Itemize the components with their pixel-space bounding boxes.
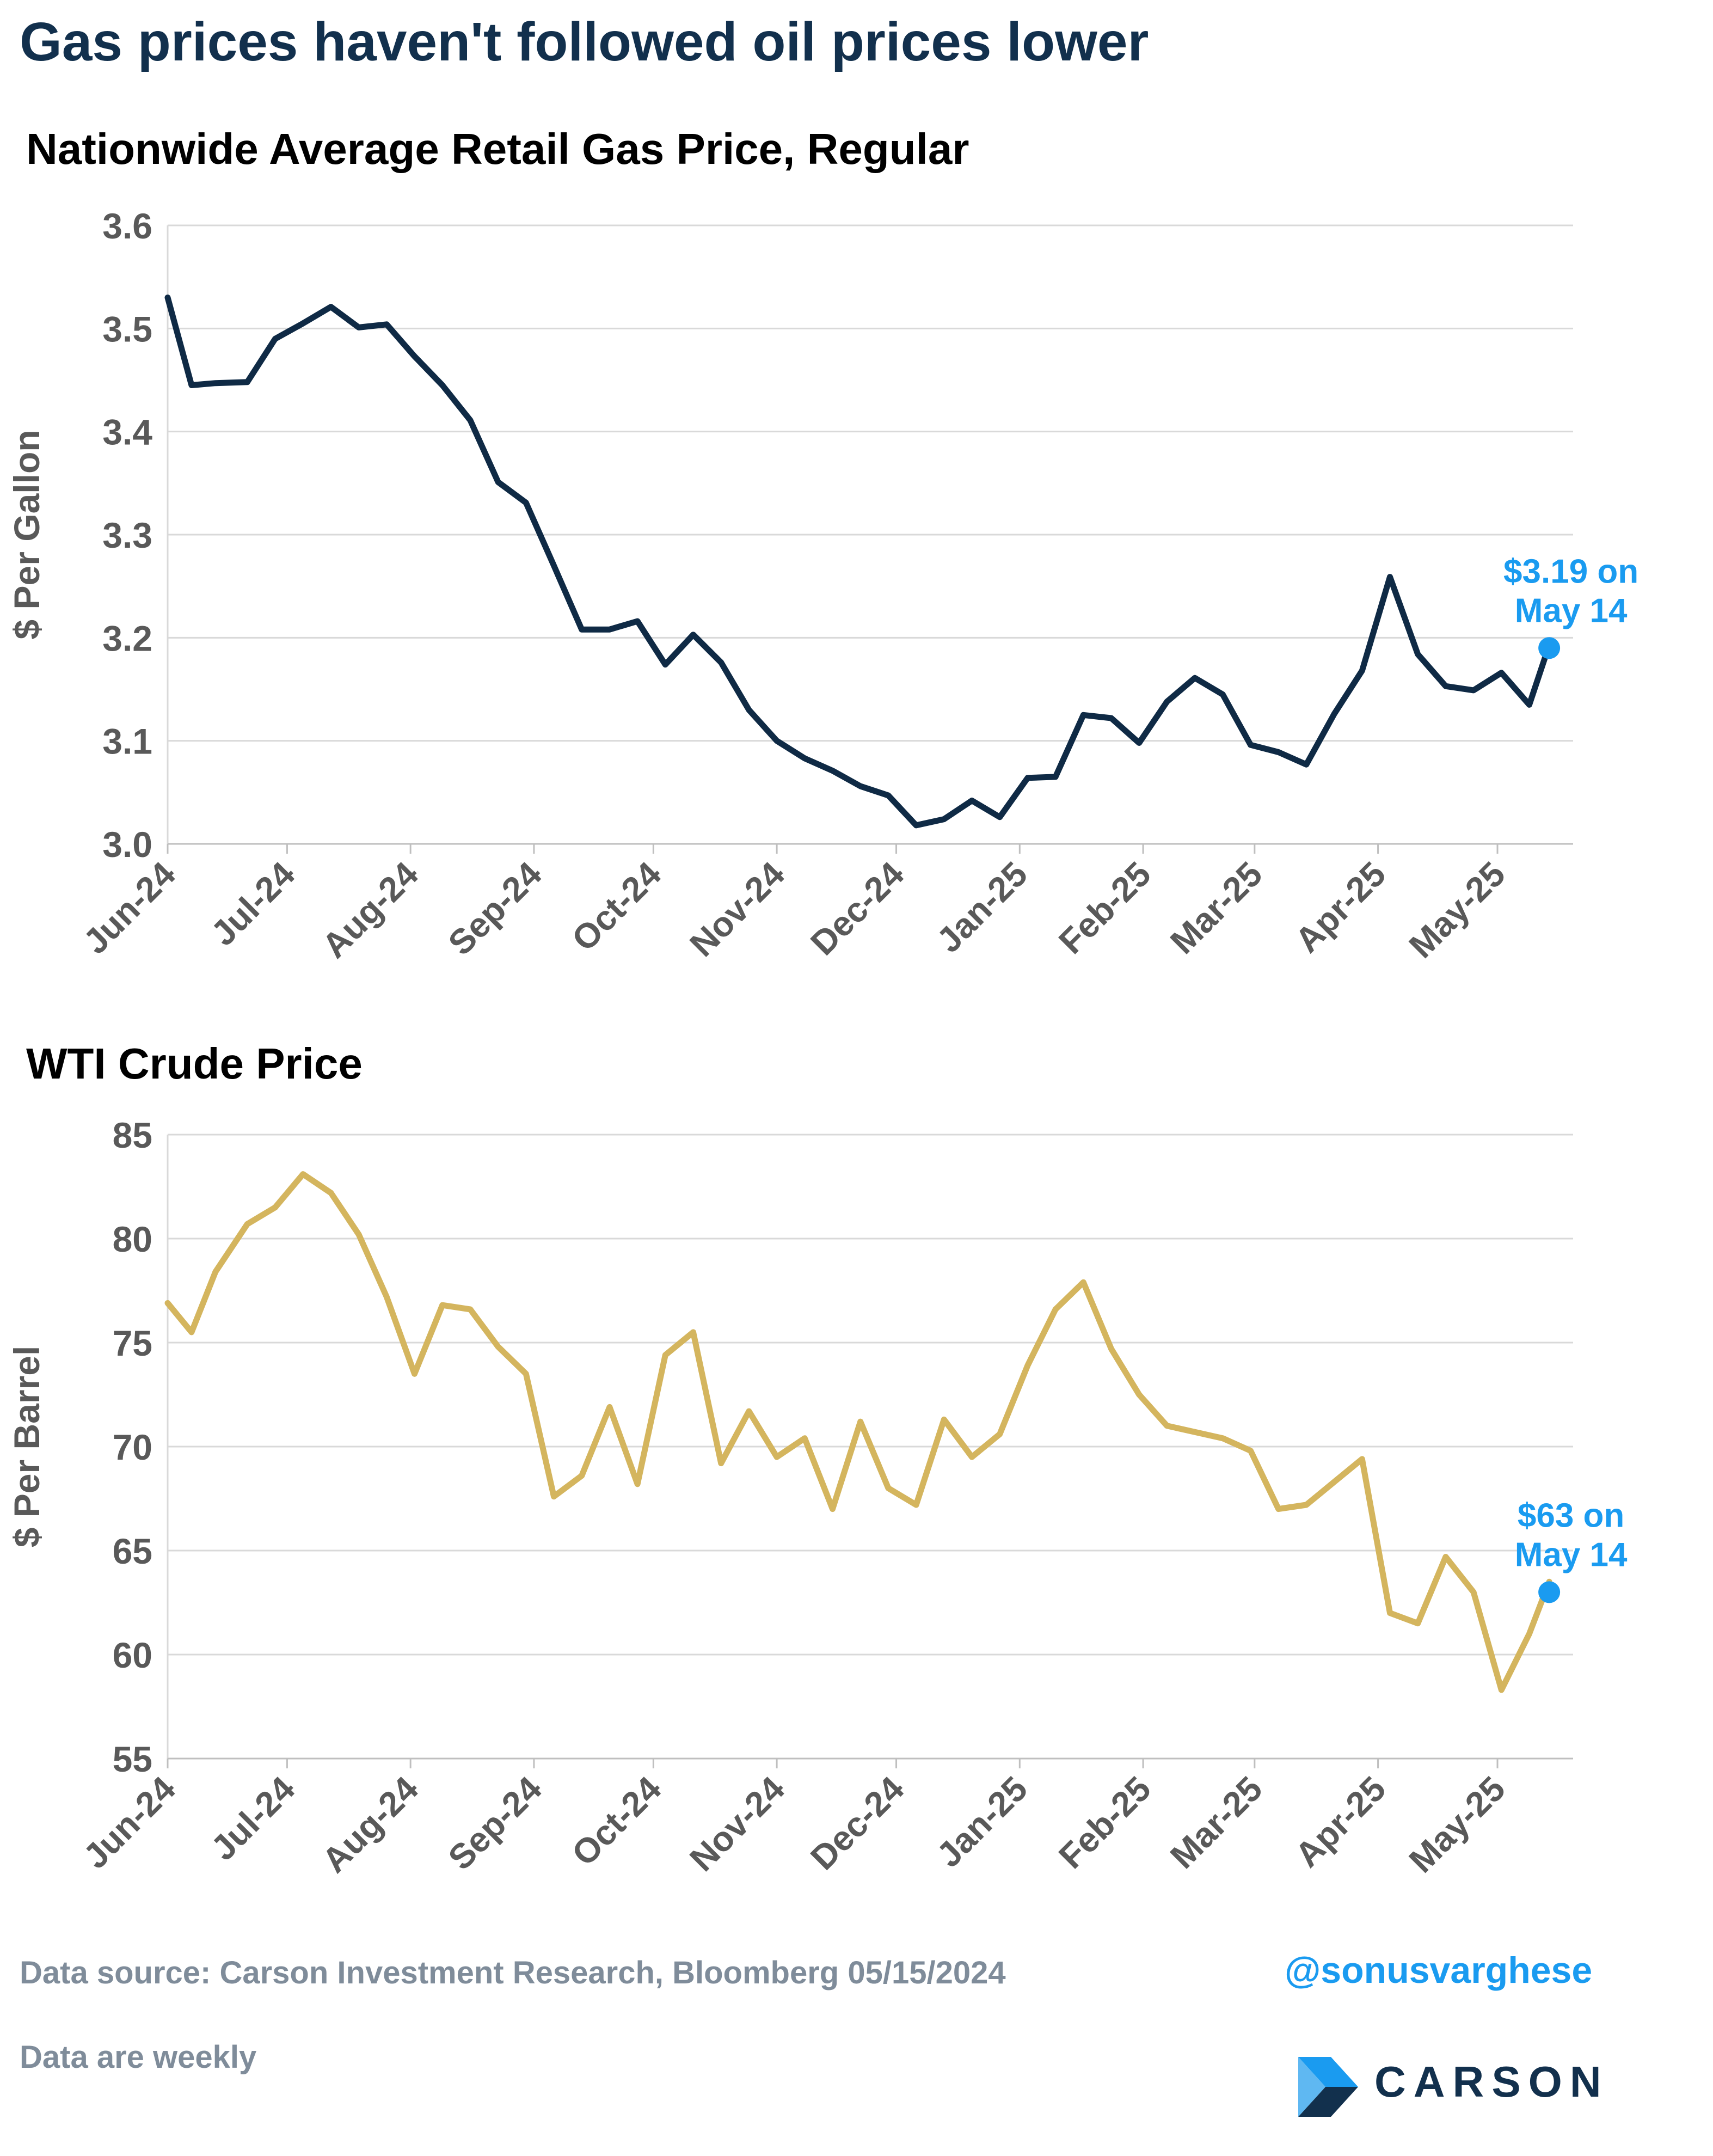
wti-x-tick-label: May-25 — [1402, 1769, 1513, 1880]
gas-x-tick-label: Jul-24 — [204, 854, 303, 953]
gas-series-line — [164, 295, 1552, 829]
wti-y-tick-label: 70 — [113, 1427, 152, 1467]
gas-y-tick-label: 3.2 — [102, 618, 152, 658]
wti-x-tick-label: Nov-24 — [682, 1769, 792, 1879]
gas-x-tick-label: Feb-25 — [1051, 854, 1158, 961]
wti-x-tick-label: Jun-24 — [76, 1769, 183, 1876]
gas-highlight-point — [1538, 637, 1561, 659]
wti-x-tick-label: Feb-25 — [1051, 1769, 1158, 1876]
author-handle[interactable]: @sonusvarghese — [1285, 1950, 1593, 1991]
wti-series-line — [164, 1171, 1552, 1693]
gas-y-axis-label: $ Per Gallon — [7, 430, 47, 639]
wti-y-tick-label: 65 — [113, 1531, 152, 1571]
frequency-note: Data are weekly — [20, 2039, 257, 2075]
gas-x-tick-label: Jan-25 — [929, 854, 1035, 960]
wti-highlight-point — [1538, 1581, 1561, 1603]
gas-x-tick-label: Jun-24 — [76, 854, 183, 961]
gas-x-tick-label: Dec-24 — [803, 854, 912, 963]
carson-logo: CARSON — [1293, 2046, 1601, 2128]
gas-annotation-line1: $3.19 on — [1503, 553, 1638, 590]
wti-y-axis-label: $ Per Barrel — [7, 1346, 47, 1548]
page-title: Gas prices haven't followed oil prices l… — [20, 11, 1149, 72]
gas-y-tick-label: 3.1 — [102, 721, 152, 762]
wti-annotation-line1: $63 on — [1518, 1497, 1624, 1534]
gas-y-tick-label: 3.0 — [102, 824, 152, 865]
gas-y-tick-label: 3.5 — [102, 309, 152, 349]
wti-annotation-line2: May 14 — [1515, 1536, 1628, 1573]
wti-x-tick-label: Mar-25 — [1163, 1769, 1270, 1876]
gas-x-tick-label: Mar-25 — [1163, 854, 1270, 961]
gas-x-tick-label: May-25 — [1402, 854, 1513, 965]
gas-y-tick-label: 3.3 — [102, 515, 152, 555]
wti-y-tick-label: 75 — [113, 1323, 152, 1363]
gas-y-tick-label: 3.6 — [102, 206, 152, 246]
wti-x-tick-label: Aug-24 — [315, 1769, 426, 1881]
data-source-note: Data source: Carson Investment Research,… — [20, 1955, 1006, 1990]
gas-x-tick-label: Aug-24 — [315, 854, 426, 966]
wti-x-tick-label: Oct-24 — [564, 1769, 669, 1873]
gas-annotation-line2: May 14 — [1515, 592, 1628, 629]
wti-x-tick-label: Sep-24 — [441, 1769, 550, 1878]
wti-y-tick-label: 85 — [113, 1115, 152, 1155]
wti-y-tick-label: 80 — [113, 1219, 152, 1259]
gas-chart-title: Nationwide Average Retail Gas Price, Reg… — [26, 125, 969, 173]
gas-x-tick-label: Sep-24 — [441, 854, 550, 963]
wti-x-tick-label: Apr-25 — [1287, 1769, 1393, 1875]
gas-y-tick-label: 3.4 — [102, 412, 152, 452]
gas-x-tick-label: Oct-24 — [564, 854, 669, 959]
wti-y-tick-label: 60 — [113, 1635, 152, 1675]
carson-logo-mark — [1298, 2057, 1358, 2117]
carson-logo-text: CARSON — [1374, 2057, 1609, 2106]
wti-price-chart: 55 60 65 70 75 80 85 Jun-24 Jul-24 Aug-24 Sep-24 Oc… — [7, 1115, 1628, 1881]
gas-x-tick-label: Apr-25 — [1287, 854, 1393, 960]
wti-x-tick-label: Dec-24 — [803, 1769, 912, 1878]
wti-chart-title: WTI Crude Price — [26, 1039, 363, 1088]
wti-y-tick-label: 55 — [113, 1739, 152, 1779]
gas-price-chart: 3.0 3.1 3.2 3.3 3.4 3.5 3.6 Jun-24 Jul-24 Aug-24 S… — [7, 206, 1638, 966]
gas-x-tick-label: Nov-24 — [682, 854, 792, 964]
wti-x-tick-label: Jan-25 — [929, 1769, 1035, 1875]
wti-x-tick-label: Jul-24 — [204, 1769, 303, 1868]
